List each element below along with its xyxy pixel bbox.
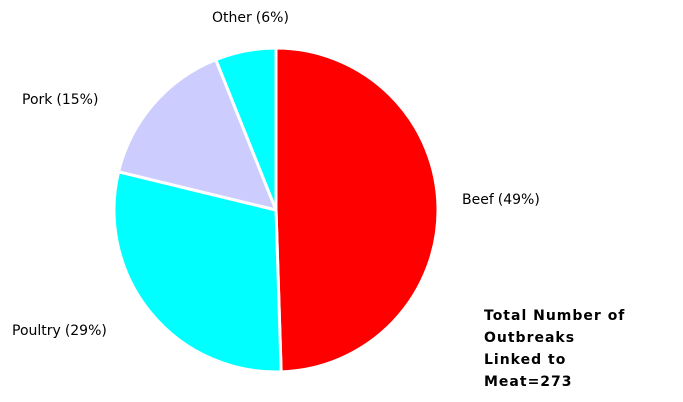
slice-label: Beef (49%) [462,192,540,208]
slice-name: Other [212,10,252,26]
slice-percent: (6%) [256,10,289,26]
pie-slice [274,46,440,374]
slice-name: Pork [22,92,53,108]
annotation-line: Outbreaks [484,330,575,346]
pie-slice [214,46,278,212]
slice-name: Poultry [12,323,61,339]
slice-percent: (15%) [56,92,98,108]
slice-name: Beef [462,192,495,208]
slice-label: Other (6%) [212,10,289,26]
annotation-line: Total Number of [484,308,625,324]
pie-slice [117,58,278,212]
slice-percent: (29%) [65,323,107,339]
annotation-line: Meat=273 [484,374,573,390]
slice-label: Poultry (29%) [12,323,107,339]
annotation-line: Linked to [484,352,566,368]
slice-label: Pork (15%) [22,92,98,108]
pie-slice [112,170,283,374]
slice-percent: (49%) [498,192,540,208]
